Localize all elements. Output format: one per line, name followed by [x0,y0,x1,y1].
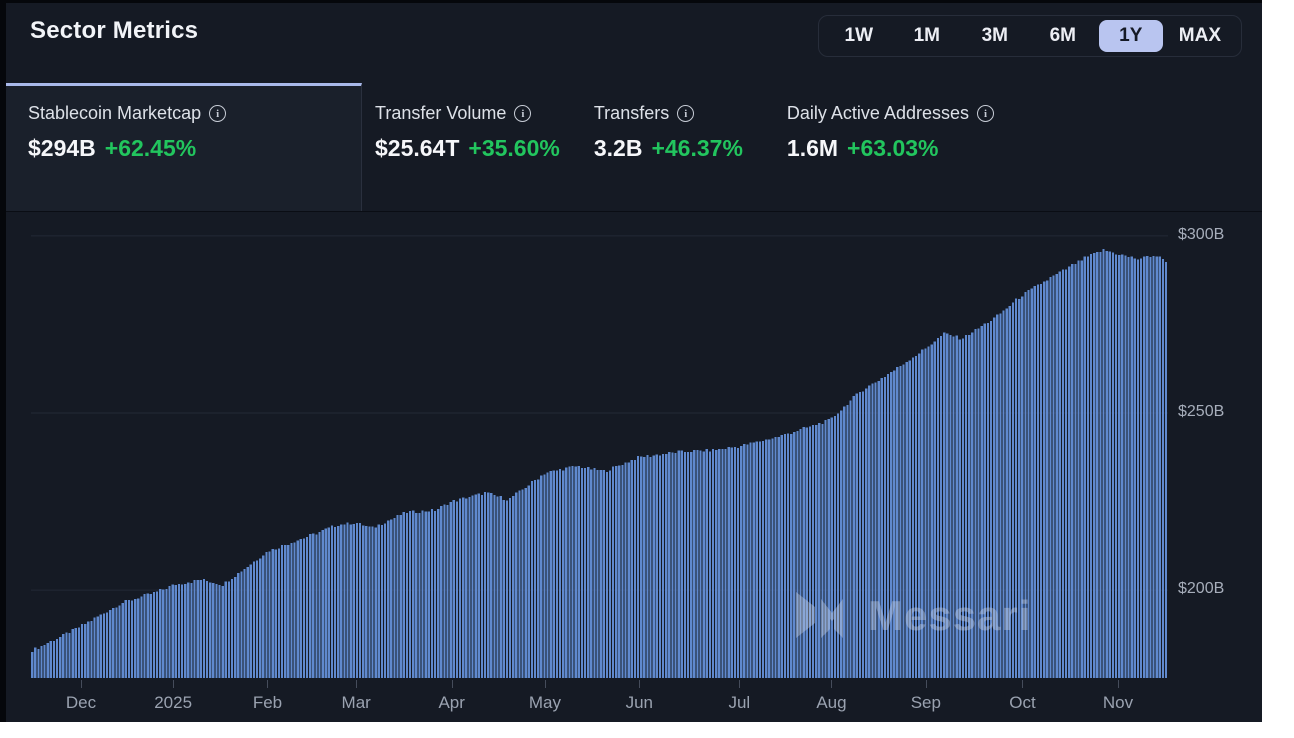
metric-label: Transfers [593,103,670,123]
info-icon[interactable]: i [514,105,532,122]
x-axis-label: Feb [252,693,283,712]
x-axis-label: Dec [65,693,97,712]
metric-value: 1.6M [786,135,839,161]
metric-tab-transfer-volume[interactable]: Transfer Volume i $25.64T +35.60% [375,83,560,211]
metric-tab-stablecoin-marketcap[interactable]: Stablecoin Marketcap i $294B +62.45% [6,83,362,211]
metric-change: +62.45% [104,135,197,161]
sector-metrics-panel: Sector Metrics 1W 1M 3M 6M 1Y MAX Stablecoin … [0,0,1262,722]
x-axis-label: Sep [910,693,941,712]
y-axis-label: $200B [1178,580,1225,598]
metric-tabs: Stablecoin Marketcap i $294B +62.45% Transfe… [6,83,1262,212]
info-icon[interactable]: i [977,105,994,122]
bar-chart-plot[interactable] [25,216,1168,678]
x-axis-label: Oct [1009,693,1036,712]
x-axis-tick [925,680,927,688]
metric-value: $294B [28,135,96,161]
x-axis-label: Nov [1102,693,1134,712]
x-axis-label: 2025 [154,693,193,712]
x-axis-tick [81,680,83,688]
y-axis-label: $250B [1178,402,1225,420]
metric-change: +63.03% [847,135,939,161]
range-button-3m[interactable]: 3M [981,25,1008,46]
x-axis-tick [356,680,358,688]
metric-label: Stablecoin Marketcap [28,103,202,123]
x-axis-label: Mar [341,693,371,712]
x-axis-label: Aug [816,693,847,712]
range-button-1y[interactable]: 1Y [1098,20,1163,52]
metric-change: +46.37% [651,135,743,161]
range-button-1w[interactable]: 1W [844,25,874,46]
x-axis-label: Jun [625,693,653,712]
x-axis-label: Apr [438,693,465,712]
x-axis-tick [451,680,453,688]
time-range-selector: 1W 1M 3M 6M 1Y MAX [817,15,1242,57]
x-axis-tick [831,680,833,688]
metric-label: Transfer Volume [375,103,507,123]
metric-tab-transfers[interactable]: Transfers i 3.2B +46.37% [594,83,743,211]
x-axis-tick [267,680,269,688]
info-icon[interactable]: i [209,105,227,122]
x-axis-tick [739,680,741,688]
metric-value: 3.2B [593,135,643,161]
header: Sector Metrics 1W 1M 3M 6M 1Y MAX [6,3,1262,83]
metric-change: +35.60% [468,135,560,161]
page-title: Sector Metrics [30,17,199,44]
x-axis-label: Jul [728,693,751,712]
x-axis-tick [173,680,175,688]
range-button-6m[interactable]: 6M [1049,25,1076,46]
range-button-1m[interactable]: 1M [913,25,940,46]
metric-tab-daily-active-addresses[interactable]: Daily Active Addresses i 1.6M +63.03% [787,83,994,211]
x-axis-label: May [528,693,561,712]
x-axis-tick [1117,680,1119,688]
metric-label: Daily Active Addresses [786,103,969,123]
metric-value: $25.64T [375,135,460,161]
x-axis-tick [544,680,546,688]
range-button-max[interactable]: MAX [1178,25,1221,46]
x-axis-tick [639,680,641,688]
info-icon[interactable]: i [677,105,695,122]
chart-area: $300B $250B $200B Dec 2025 Feb Mar Apr May Jun Ju… [6,213,1262,725]
y-axis-label: $300B [1178,225,1225,243]
x-axis-tick [1022,680,1024,688]
